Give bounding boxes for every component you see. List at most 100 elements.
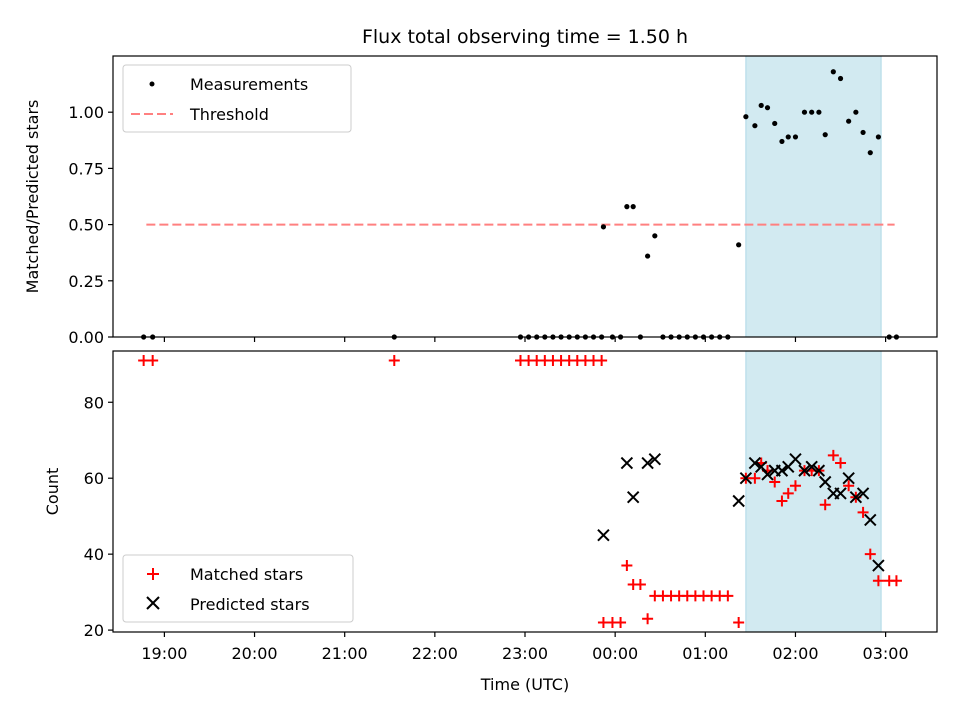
top-y-tick-label: 0.75 — [68, 159, 104, 178]
matched-point — [722, 590, 734, 602]
legend-measurements-label: Measurements — [190, 75, 308, 94]
legend-matched-marker — [147, 568, 159, 580]
matched-points — [138, 354, 902, 629]
measurement-point — [837, 75, 844, 82]
bottom-frame — [112, 350, 938, 633]
measurement-point — [652, 233, 658, 239]
legend-predicted-marker — [146, 596, 160, 610]
matched-point — [789, 480, 801, 492]
chart-title: Flux total observing time = 1.50 h — [362, 26, 688, 48]
bottom-y-tick-label: 20 — [84, 621, 104, 640]
predicted-point — [626, 490, 640, 504]
predicted-point — [834, 487, 847, 500]
measurement-point — [630, 204, 636, 210]
matched-point — [782, 487, 794, 499]
top-y-tick-label: 0.25 — [68, 272, 104, 291]
top-observing-window — [745, 55, 882, 338]
top-y-tick-label: 0.50 — [68, 216, 104, 235]
bottom-observing-window — [745, 350, 882, 633]
matched-point — [857, 506, 869, 518]
top-panel: 0.00 0.25 0.50 0.75 1.00 Matched/Predicted s… — [23, 55, 938, 347]
matched-point — [776, 495, 788, 507]
top-y-tick-label: 1.00 — [68, 103, 104, 122]
measurement-point — [846, 118, 852, 124]
measurement-point — [860, 129, 866, 136]
bottom-x-ticks: 19:00 20:00 21:00 22:00 23:00 00:00 01:00 02:00… — [141, 632, 909, 663]
measurement-point — [752, 123, 758, 129]
measurement-point — [764, 105, 771, 111]
predicted-point — [732, 494, 745, 508]
measurement-point — [785, 134, 791, 140]
bottom-y-tick-label: 40 — [84, 545, 104, 564]
measurement-point — [822, 132, 828, 138]
predicted-point — [812, 464, 826, 477]
predicted-point — [620, 456, 634, 470]
predicted-point — [775, 464, 789, 477]
top-y-tick-label: 0.00 — [68, 328, 104, 347]
x-tick-label: 19:00 — [141, 644, 187, 663]
x-tick-label: 00:00 — [592, 644, 638, 663]
matched-point — [843, 480, 855, 492]
predicted-point — [872, 559, 885, 572]
measurement-point — [792, 134, 799, 140]
measurement-point — [736, 242, 742, 248]
matched-point — [621, 560, 633, 572]
measurement-point — [867, 150, 873, 156]
x-tick-label: 21:00 — [322, 644, 368, 663]
predicted-point — [805, 460, 818, 474]
predicted-point — [761, 468, 774, 481]
x-tick-label: 03:00 — [863, 644, 909, 663]
measurement-point — [853, 109, 859, 115]
bottom-y-axis-label: Count — [43, 468, 62, 516]
measurement-point — [801, 109, 808, 115]
x-tick-label: 20:00 — [231, 644, 277, 663]
measurement-point — [743, 114, 749, 120]
measurement-point — [816, 109, 822, 115]
top-x-ticks — [163, 337, 887, 342]
top-legend: Measurements Threshold — [122, 64, 352, 133]
bottom-panel: 20 40 60 80 19:00 20:00 21:00 22:00 23:00 00:00 0… — [43, 350, 938, 694]
predicted-point — [641, 456, 654, 470]
top-y-axis-label: Matched/Predicted stars — [23, 100, 42, 294]
predicted-points — [597, 453, 885, 572]
measurement-point — [830, 69, 836, 75]
bottom-y-tick-label: 80 — [84, 393, 104, 412]
matched-point — [388, 354, 400, 366]
legend-measurements-marker — [149, 81, 155, 87]
matched-point — [864, 548, 876, 560]
matched-point — [890, 575, 902, 587]
predicted-point — [856, 487, 870, 500]
matched-point — [596, 354, 608, 366]
x-tick-label: 02:00 — [772, 644, 818, 663]
matched-point — [147, 354, 159, 366]
bottom-legend: Matched stars Predicted stars — [122, 554, 354, 623]
predicted-point — [597, 528, 610, 542]
matched-point — [615, 617, 627, 629]
top-frame — [112, 55, 938, 338]
predicted-point — [864, 513, 877, 527]
predicted-point — [789, 453, 802, 466]
predicted-point — [849, 490, 863, 504]
measurement-point — [758, 102, 764, 109]
matched-point — [642, 613, 654, 625]
matched-point — [749, 472, 761, 484]
x-tick-label: 23:00 — [502, 644, 548, 663]
predicted-point — [819, 475, 832, 489]
predicted-point — [798, 464, 811, 477]
bottom-y-ticks: 20 40 60 80 — [84, 393, 113, 640]
legend-threshold-label: Threshold — [189, 105, 269, 124]
predicted-point — [739, 472, 753, 485]
matched-point — [819, 499, 831, 511]
predicted-point — [748, 456, 762, 470]
measurement-point — [875, 134, 882, 140]
matched-point — [827, 449, 839, 461]
predicted-point — [648, 453, 662, 466]
measurement-point — [779, 138, 785, 145]
matched-point — [733, 617, 745, 629]
bottom-y-tick-label: 60 — [84, 469, 104, 488]
measurement-point — [600, 224, 607, 230]
x-tick-label: 22:00 — [412, 644, 458, 663]
measurement-point — [809, 109, 815, 115]
predicted-point — [842, 472, 855, 485]
